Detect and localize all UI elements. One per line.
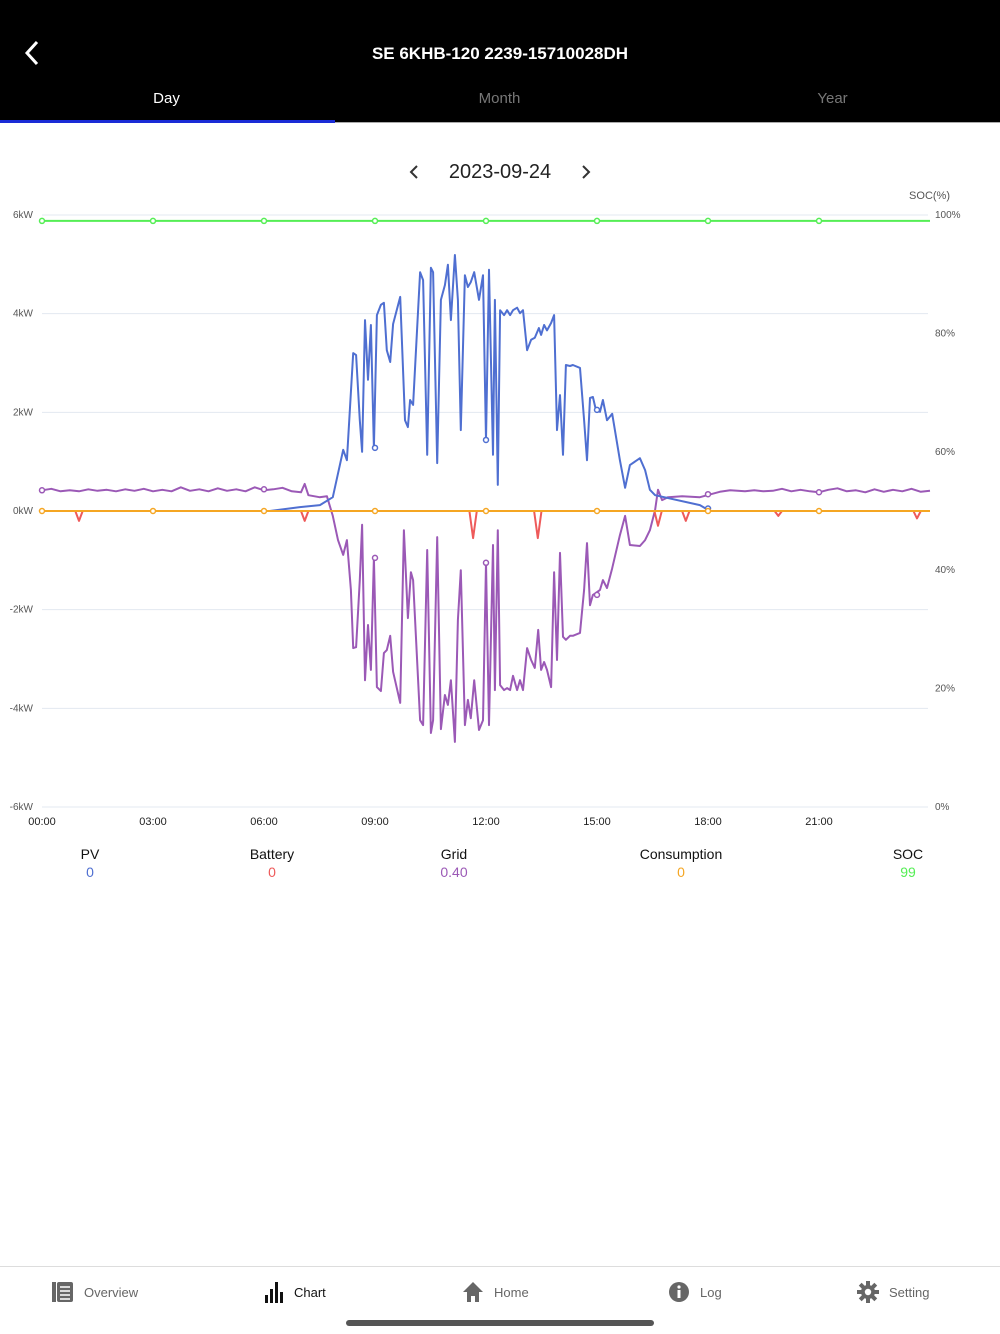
legend-label: Grid bbox=[440, 846, 468, 862]
home-indicator bbox=[346, 1320, 654, 1326]
legend-item-consumption: Consumption 0 bbox=[621, 846, 741, 880]
x-tick-label: 15:00 bbox=[583, 816, 611, 828]
data-point-grid bbox=[260, 486, 268, 493]
y-tick-label: 4kW bbox=[13, 309, 34, 320]
data-point-grid bbox=[593, 591, 601, 599]
legend-item-grid: Grid 0.40 bbox=[394, 846, 514, 880]
nav-overview[interactable]: Overview bbox=[52, 1279, 138, 1305]
home-icon bbox=[463, 1282, 483, 1302]
data-point-consumption bbox=[704, 507, 712, 515]
current-date[interactable]: 2023-09-24 bbox=[448, 160, 552, 183]
data-point-consumption bbox=[593, 507, 601, 515]
data-point-soc bbox=[704, 217, 712, 225]
info-icon bbox=[669, 1282, 689, 1302]
x-tick-label: 00:00 bbox=[28, 816, 56, 828]
nav-label: Overview bbox=[84, 1284, 139, 1300]
legend-value: 0 bbox=[677, 864, 685, 880]
previous-date-icon[interactable] bbox=[404, 160, 424, 184]
x-tick-label: 09:00 bbox=[361, 816, 389, 828]
data-point-consumption bbox=[38, 507, 46, 515]
app-header: SE 6KHB-120 2239-15710028DH Day Month Ye… bbox=[0, 0, 1000, 123]
data-point-pv bbox=[482, 436, 490, 444]
y2-tick-label: 80% bbox=[935, 328, 955, 339]
y2-tick-label: 0% bbox=[935, 802, 950, 813]
legend-value: 0.40 bbox=[440, 864, 468, 880]
page-title: SE 6KHB-120 2239-15710028DH bbox=[371, 44, 629, 63]
y2-axis-title: SOC(%) bbox=[909, 190, 950, 202]
data-point-pv bbox=[593, 406, 601, 414]
series-line-battery bbox=[42, 510, 930, 540]
y2-tick-label: 60% bbox=[935, 447, 955, 458]
nav-label: Log bbox=[700, 1284, 722, 1300]
document-list-icon bbox=[52, 1282, 73, 1302]
data-point-soc bbox=[815, 217, 823, 225]
y-tick-label: -6kW bbox=[10, 802, 34, 813]
back-arrow-icon[interactable] bbox=[18, 38, 48, 68]
y-tick-label: 6kW bbox=[13, 210, 34, 221]
data-point-soc bbox=[260, 217, 268, 225]
x-tick-label: 18:00 bbox=[694, 816, 722, 828]
data-point-consumption bbox=[482, 507, 490, 515]
nav-label: Home bbox=[494, 1284, 529, 1300]
nav-home[interactable]: Home bbox=[462, 1279, 529, 1305]
series-line-grid bbox=[41, 482, 931, 743]
y2-tick-label: 20% bbox=[935, 684, 955, 695]
legend-label: Battery bbox=[249, 846, 295, 862]
next-date-icon[interactable] bbox=[576, 160, 596, 184]
y2-tick-label: 100% bbox=[935, 210, 961, 221]
data-point-grid bbox=[704, 490, 712, 498]
nav-setting[interactable]: Setting bbox=[857, 1279, 929, 1305]
legend-value: 0 bbox=[268, 864, 276, 880]
data-point-consumption bbox=[149, 507, 157, 515]
tab-month[interactable]: Month bbox=[478, 90, 521, 107]
bar-chart-icon bbox=[265, 1282, 283, 1303]
gear-icon bbox=[857, 1281, 879, 1303]
x-tick-label: 21:00 bbox=[805, 816, 833, 828]
x-tick-label: 06:00 bbox=[250, 816, 278, 828]
data-point-consumption bbox=[371, 507, 379, 515]
x-tick-label: 03:00 bbox=[139, 816, 167, 828]
data-point-grid bbox=[815, 489, 823, 496]
legend-label: SOC bbox=[892, 846, 924, 862]
data-point-grid bbox=[38, 487, 46, 494]
tab-day[interactable]: Day bbox=[153, 90, 180, 107]
data-point-soc bbox=[593, 217, 601, 225]
series-line-pv bbox=[42, 254, 930, 512]
data-point-soc bbox=[482, 217, 490, 225]
legend-item-battery: Battery 0 bbox=[212, 846, 332, 880]
data-point-grid bbox=[371, 554, 379, 562]
nav-log[interactable]: Log bbox=[668, 1279, 722, 1305]
nav-label: Setting bbox=[889, 1284, 930, 1300]
data-point-soc bbox=[38, 217, 46, 225]
legend-item-pv: PV 0 bbox=[30, 846, 150, 880]
y-tick-label: -2kW bbox=[10, 605, 34, 616]
bottom-nav: Overview Chart Home Log Setting bbox=[0, 1266, 1000, 1334]
y-tick-label: -4kW bbox=[10, 703, 34, 714]
active-tab-indicator bbox=[0, 120, 335, 123]
nav-label: Chart bbox=[294, 1284, 326, 1300]
nav-chart[interactable]: Chart bbox=[264, 1279, 326, 1305]
legend-label: PV bbox=[80, 846, 100, 862]
data-point-consumption bbox=[815, 507, 823, 515]
y2-tick-label: 40% bbox=[935, 565, 955, 576]
divider bbox=[335, 122, 1000, 123]
y-tick-label: 0kW bbox=[13, 506, 34, 517]
legend-value: 0 bbox=[86, 864, 94, 880]
date-selector: 2023-09-24 bbox=[0, 160, 1000, 184]
legend-label: Consumption bbox=[639, 846, 723, 862]
data-point-soc bbox=[149, 217, 157, 225]
data-point-consumption bbox=[260, 507, 268, 515]
power-chart: 6kW 4kW 2kW 0kW -2kW -4kW -6kW 100% 80% 60% 40% 20%… bbox=[10, 190, 961, 828]
legend-value: 99 bbox=[900, 864, 916, 880]
y-tick-label: 2kW bbox=[13, 407, 34, 418]
data-point-grid bbox=[482, 559, 490, 567]
legend-item-soc: SOC 99 bbox=[848, 846, 968, 880]
data-point-soc bbox=[371, 217, 379, 225]
tab-year[interactable]: Year bbox=[817, 90, 848, 107]
x-tick-label: 12:00 bbox=[472, 816, 500, 828]
data-point-pv bbox=[371, 444, 379, 452]
